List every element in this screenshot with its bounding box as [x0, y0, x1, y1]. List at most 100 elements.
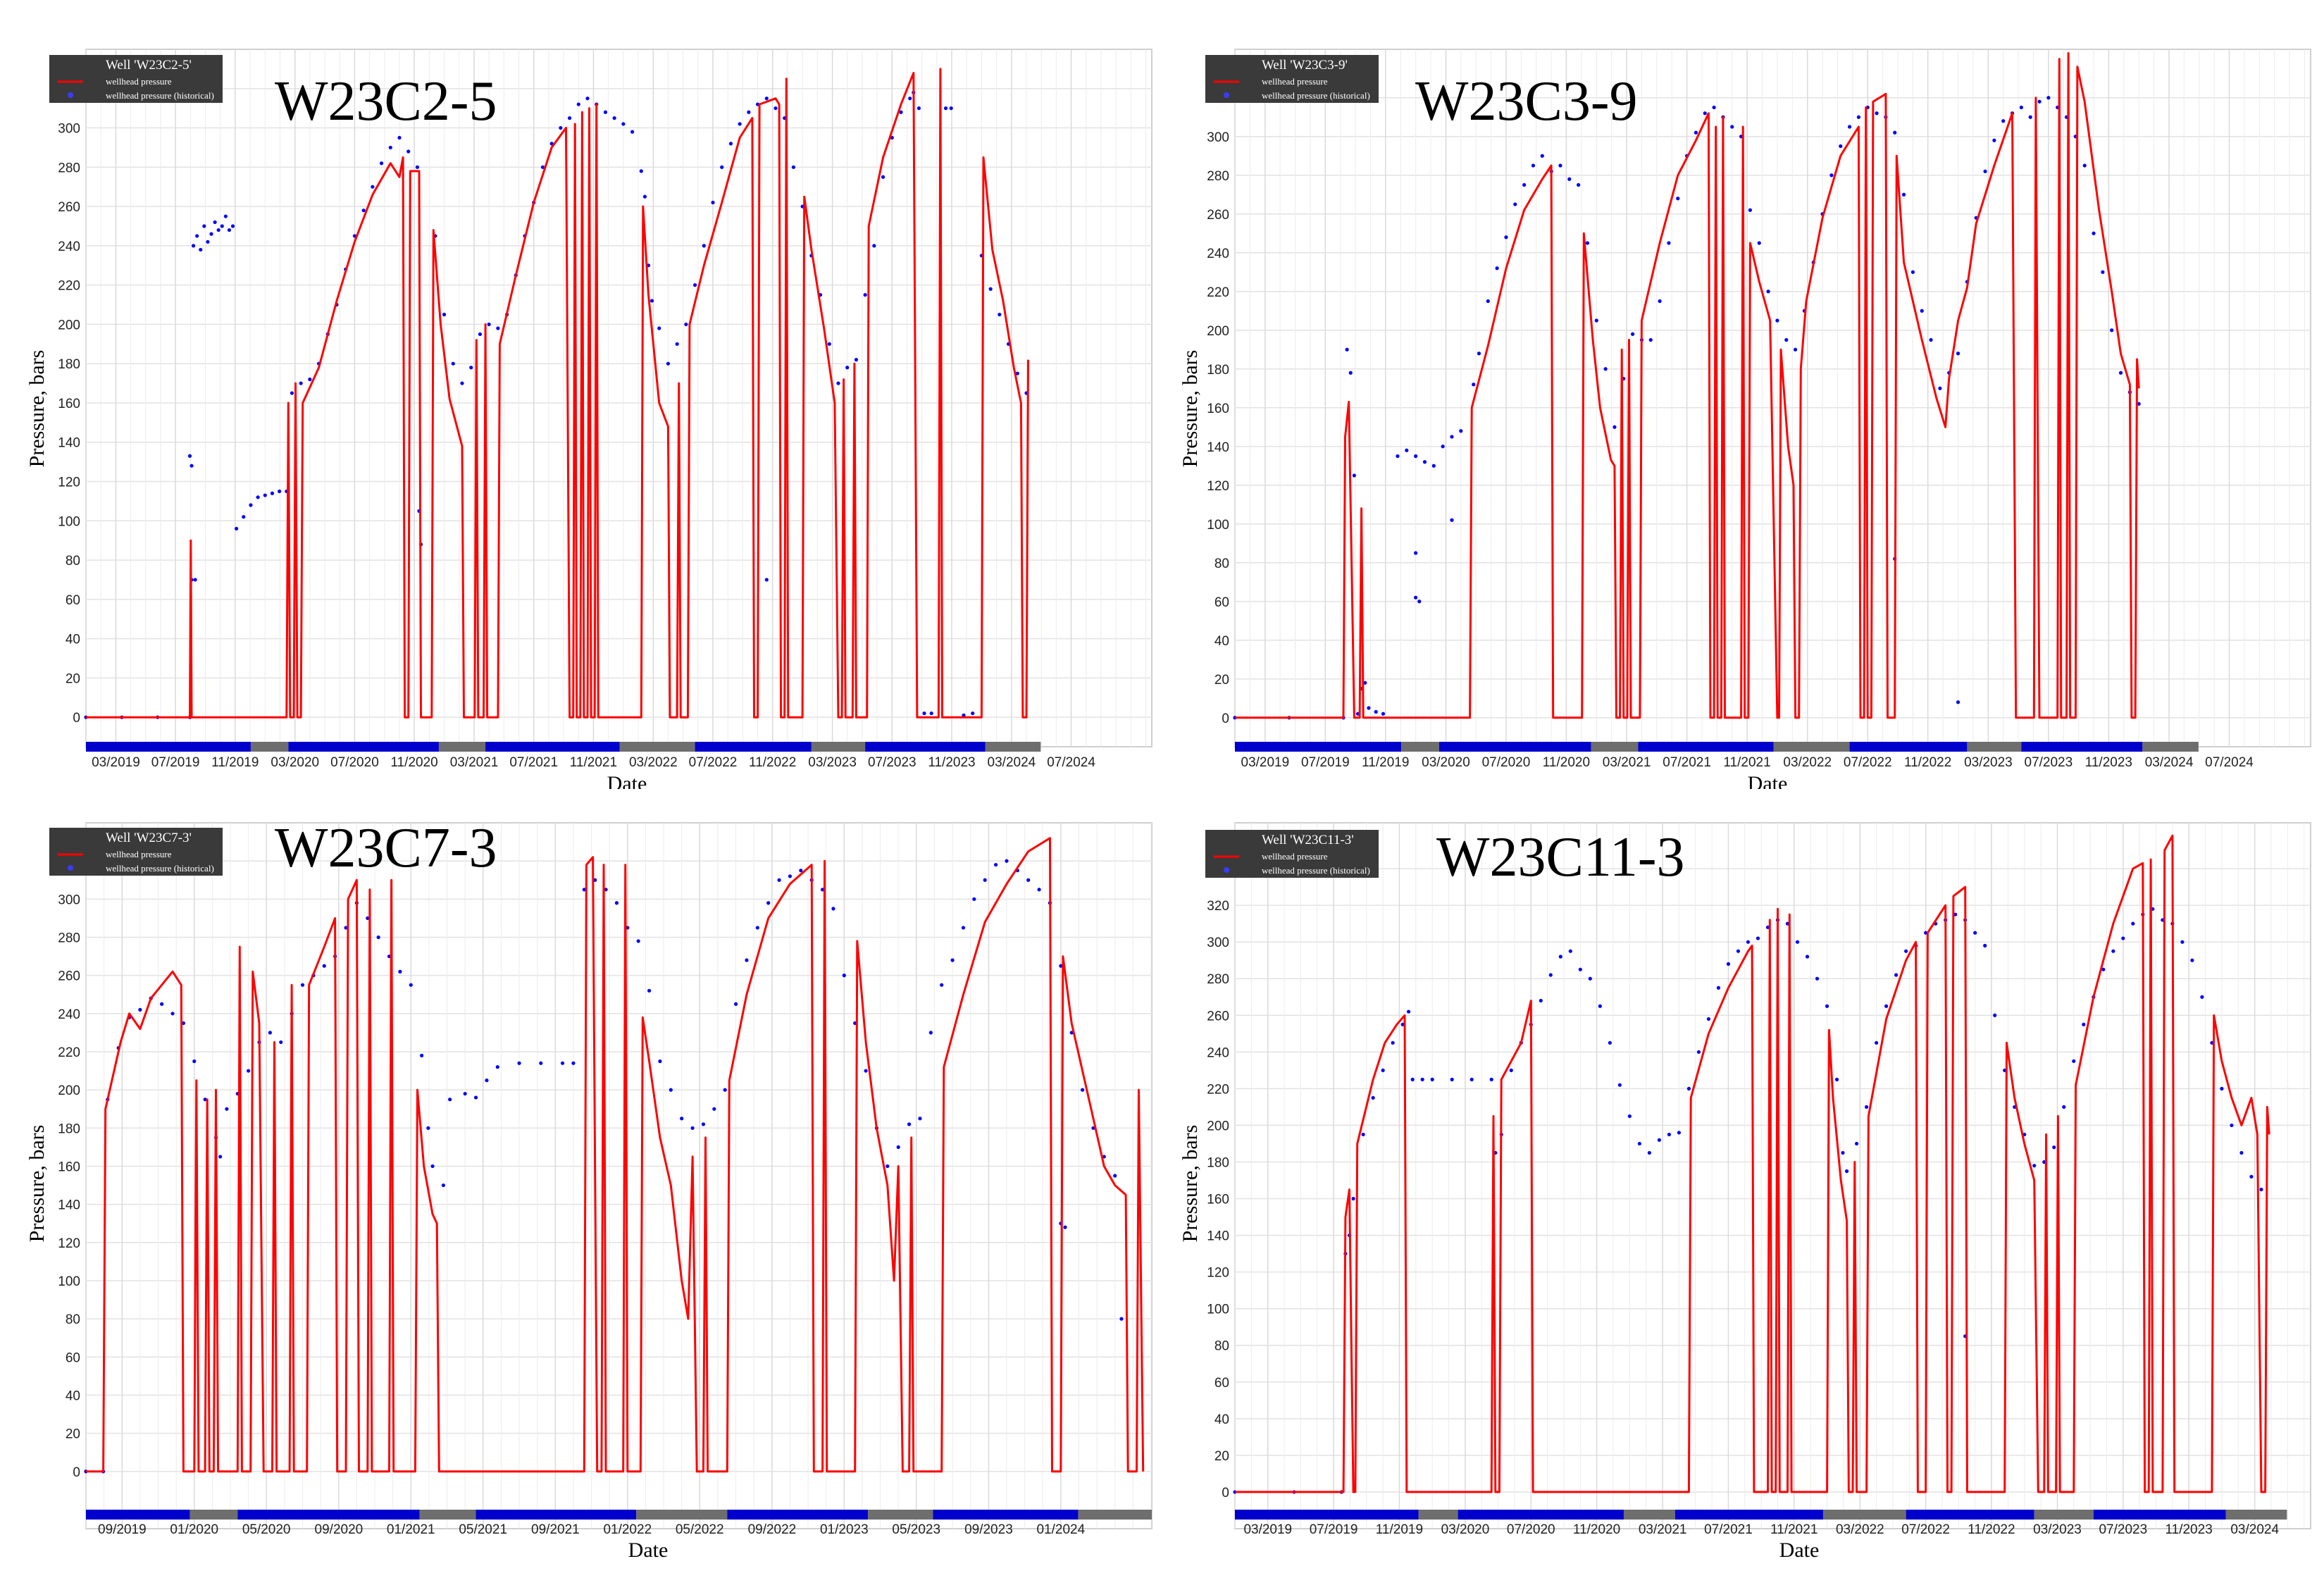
hist-point: [886, 1164, 890, 1169]
x-tick-label: 09/2020: [315, 1522, 363, 1537]
hist-point: [2137, 402, 2141, 406]
y-tick-label: 140: [1207, 1229, 1229, 1244]
hist-point: [1420, 1077, 1424, 1081]
hist-point: [1983, 169, 1987, 173]
hist-point: [1005, 859, 1009, 863]
hist-point: [680, 1117, 684, 1121]
x-axis-label: Date: [607, 772, 647, 789]
grid: [85, 49, 1152, 747]
legend: Well 'W23C7-3' wellhead pressure wellhea…: [49, 828, 223, 876]
y-tick-label: 140: [1207, 440, 1229, 455]
status-band-segment: [636, 1510, 728, 1520]
x-tick-label: 03/2023: [1964, 755, 2013, 770]
hist-point: [1430, 1077, 1434, 1081]
hist-point: [918, 1117, 922, 1121]
hist-point: [738, 122, 742, 126]
hist-point: [290, 391, 294, 395]
hist-point: [1037, 888, 1041, 892]
hist-point: [2092, 231, 2096, 235]
y-tick-label: 20: [1214, 673, 1229, 688]
simulated-line: [1235, 52, 2140, 719]
hist-point: [1667, 1132, 1672, 1137]
hist-point: [478, 332, 483, 336]
hist-point: [409, 983, 413, 987]
x-tick-label: 03/2022: [1783, 755, 1832, 770]
x-tick-label: 11/2021: [1770, 1522, 1817, 1537]
hist-point: [1696, 1050, 1701, 1054]
hist-point: [943, 106, 948, 111]
x-tick-label: 11/2023: [2085, 755, 2132, 770]
hist-point: [213, 220, 217, 225]
x-tick-label: 05/2021: [459, 1522, 507, 1537]
x-tick-label: 05/2020: [242, 1522, 291, 1537]
y-tick-label: 260: [58, 969, 80, 984]
hist-point: [202, 224, 206, 228]
hist-point: [2259, 1187, 2263, 1192]
hist-point: [854, 358, 859, 362]
status-band-segment: [1458, 1510, 1624, 1520]
legend-dot-swatch: [1224, 92, 1229, 98]
y-axis-label: Pressure, bars: [25, 1125, 49, 1243]
hist-point: [1352, 473, 1356, 478]
hist-point: [256, 495, 260, 499]
hist-point: [836, 381, 840, 385]
hist-point: [1608, 1040, 1612, 1045]
legend-label-hist: wellhead pressure (historical): [106, 90, 214, 101]
x-tick-label: 01/2023: [820, 1522, 869, 1537]
hist-point: [669, 1088, 673, 1092]
hist-point: [1414, 454, 1418, 459]
hist-point: [1973, 931, 1977, 935]
x-tick-label: 03/2022: [629, 755, 678, 770]
x-tick-label: 07/2019: [1310, 1522, 1358, 1537]
legend-title: Well 'W23C11-3': [1262, 833, 1354, 847]
hist-point: [206, 240, 210, 244]
legend-label-sim: wellhead pressure: [1262, 76, 1328, 87]
hist-point: [1539, 998, 1543, 1003]
hist-point: [621, 122, 626, 126]
hist-point: [1904, 949, 1908, 953]
status-band-segment: [811, 742, 866, 752]
hist-point: [702, 244, 706, 248]
status-band-segment: [619, 742, 695, 752]
status-band-segment: [1235, 742, 1402, 752]
y-tick-label: 20: [66, 1427, 80, 1442]
status-band-segment: [1906, 1510, 2034, 1520]
x-tick-label: 07/2024: [1047, 755, 1095, 770]
hist-point: [451, 361, 455, 366]
hist-point: [1686, 1086, 1691, 1091]
hist-point: [441, 1183, 446, 1188]
legend-label-sim: wellhead pressure: [106, 76, 172, 87]
y-tick-label: 220: [58, 1045, 80, 1060]
hist-point: [971, 711, 975, 716]
hist-point: [675, 342, 679, 346]
status-band-segment: [476, 1510, 637, 1520]
hist-point: [442, 312, 447, 317]
hist-point: [764, 578, 769, 582]
hist-point: [1450, 518, 1454, 522]
hist-point: [1706, 1017, 1711, 1021]
sim-line: [86, 837, 1145, 1473]
hist-point: [496, 326, 500, 330]
hist-point: [1406, 1009, 1411, 1014]
hist-point: [1495, 266, 1499, 271]
hist-point: [138, 1007, 142, 1012]
grid: [85, 822, 1152, 1529]
x-tick-label: 05/2023: [892, 1522, 940, 1537]
hist-point: [1920, 309, 1924, 313]
x-tick-label: 01/2021: [387, 1522, 435, 1537]
x-tick-label: 01/2024: [1036, 1522, 1085, 1537]
hist-point: [636, 939, 640, 943]
hist-point: [585, 97, 590, 101]
hist-point: [1815, 976, 1820, 981]
x-tick-label: 03/2021: [1639, 1522, 1687, 1537]
hist-point: [2121, 936, 2125, 940]
hist-point: [559, 125, 563, 130]
x-tick-label: 03/2019: [1241, 755, 1290, 770]
hist-point: [755, 926, 759, 930]
hist-point: [1756, 936, 1760, 940]
hist-point: [949, 106, 953, 111]
status-band-segment: [1078, 1510, 1152, 1520]
y-tick-label: 40: [66, 1388, 80, 1403]
hist-point: [2046, 96, 2051, 100]
hist-point: [1637, 1141, 1641, 1146]
